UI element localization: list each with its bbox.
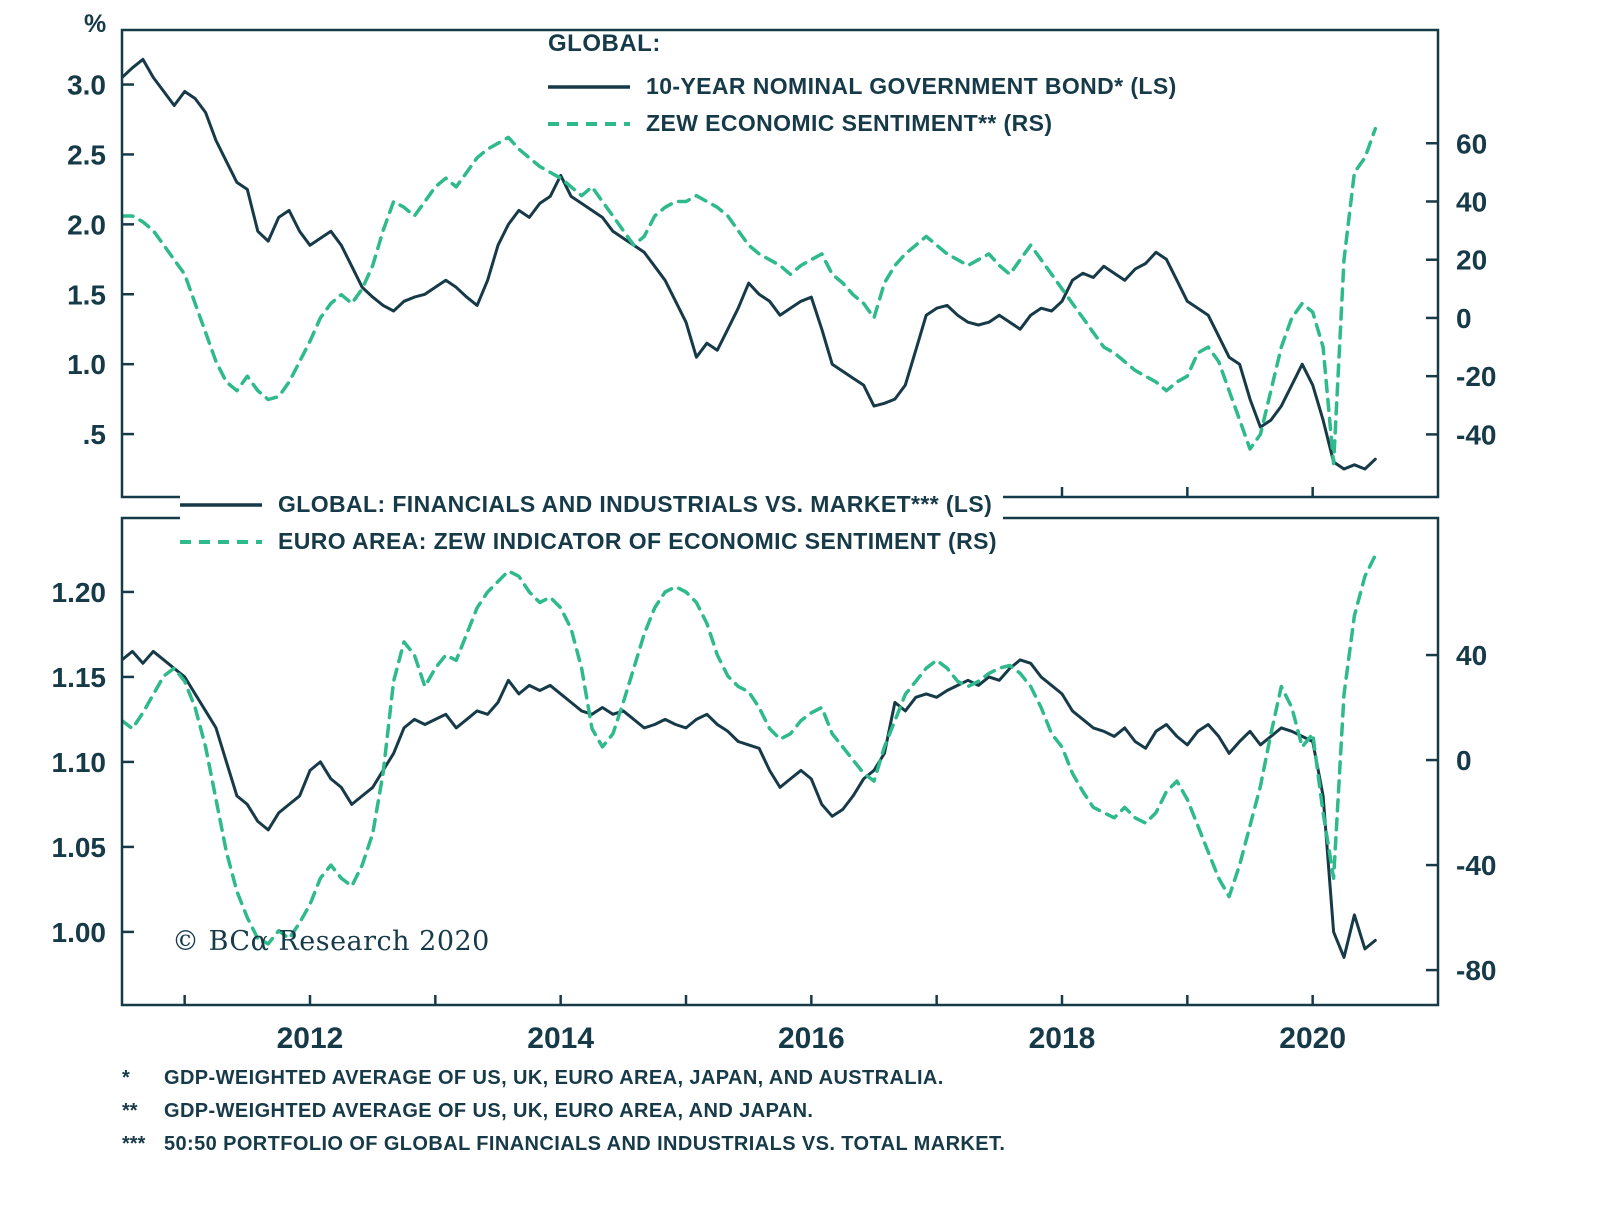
- y-tick-label-right: 0: [1456, 303, 1472, 334]
- legend-label: GLOBAL: FINANCIALS AND INDUSTRIALS VS. M…: [278, 491, 993, 517]
- footnote-marker: *: [122, 1067, 130, 1089]
- footnote-text: GDP-WEIGHTED AVERAGE OF US, UK, EURO ARE…: [164, 1100, 814, 1122]
- legend-item-zew: ZEW ECONOMIC SENTIMENT** (RS): [548, 105, 1183, 142]
- y-tick-label-right: 20: [1456, 245, 1487, 276]
- y-tick-label-left: 1.5: [67, 279, 106, 310]
- y-tick-label-left: 1.0: [67, 349, 106, 380]
- footnote-text: GDP-WEIGHTED AVERAGE OF US, UK, EURO ARE…: [164, 1067, 944, 1089]
- y-tick-label-right: 60: [1456, 128, 1487, 159]
- footnote: *** 50:50 PORTFOLIO OF GLOBAL FINANCIALS…: [122, 1128, 1005, 1161]
- x-axis-label: 2016: [778, 1022, 845, 1055]
- chart-line-top-solid: [122, 57, 1377, 471]
- y-tick-label-left: 1.10: [52, 747, 107, 778]
- y-tick-label-right: -80: [1456, 955, 1496, 986]
- footnote-marker: **: [122, 1100, 138, 1122]
- footnote-text: 50:50 PORTFOLIO OF GLOBAL FINANCIALS AND…: [164, 1133, 1006, 1155]
- y-tick-label-left: 1.20: [52, 577, 107, 608]
- y-tick-label-right: -40: [1456, 850, 1496, 881]
- legend-title: GLOBAL:: [548, 30, 661, 57]
- x-axis-label: 2014: [527, 1022, 594, 1055]
- dashed-line-sample-icon: [548, 121, 630, 126]
- x-axis-label: 2012: [277, 1022, 344, 1055]
- y-tick-label-right: -40: [1456, 419, 1496, 450]
- y-tick-label-right: 40: [1456, 640, 1487, 671]
- y-tick-label-left: 2.5: [67, 139, 106, 170]
- solid-line-sample-icon: [548, 84, 630, 89]
- y-tick-label-left: 2.0: [67, 209, 106, 240]
- y-tick-label-left: 1.00: [52, 917, 107, 948]
- legend-bottom-panel: GLOBAL: FINANCIALS AND INDUSTRIALS VS. M…: [180, 486, 1003, 560]
- legend-top-panel: GLOBAL: 10-YEAR NOMINAL GOVERNMENT BOND*…: [548, 30, 1183, 142]
- footnote-marker: ***: [122, 1133, 146, 1155]
- y-tick-label-left: 3.0: [67, 70, 106, 101]
- legend-item-bond: 10-YEAR NOMINAL GOVERNMENT BOND* (LS): [548, 68, 1183, 105]
- y-axis-unit-label: %: [84, 10, 107, 38]
- copyright-notice: © BCα Research 2020: [172, 926, 490, 957]
- footnote: ** GDP-WEIGHTED AVERAGE OF US, UK, EURO …: [122, 1095, 1005, 1128]
- chart-line-bottom-solid: [122, 649, 1377, 959]
- y-tick-label-right: -20: [1456, 361, 1496, 392]
- footnote: * GDP-WEIGHTED AVERAGE OF US, UK, EURO A…: [122, 1062, 1005, 1095]
- legend-label: 10-YEAR NOMINAL GOVERNMENT BOND* (LS): [646, 73, 1177, 99]
- footnotes: * GDP-WEIGHTED AVERAGE OF US, UK, EURO A…: [122, 1062, 1005, 1161]
- y-tick-label-right: 40: [1456, 186, 1487, 217]
- chart-line-top-dashed: [122, 126, 1378, 466]
- y-tick-label-right: 0: [1456, 745, 1472, 776]
- legend-label: EURO AREA: ZEW INDICATOR OF ECONOMIC SEN…: [278, 528, 997, 554]
- dashed-line-sample-icon: [180, 539, 262, 544]
- y-tick-label-left: 1.05: [52, 832, 107, 863]
- chart-line-bottom-dashed: [122, 553, 1378, 946]
- x-axis-label: 2020: [1279, 1022, 1346, 1055]
- legend-label: ZEW ECONOMIC SENTIMENT** (RS): [646, 110, 1053, 136]
- x-axis-label: 2018: [1029, 1022, 1096, 1055]
- y-tick-label-left: .5: [83, 419, 106, 450]
- legend-item-euro-zew: EURO AREA: ZEW INDICATOR OF ECONOMIC SEN…: [180, 523, 1003, 560]
- legend-item-financials: GLOBAL: FINANCIALS AND INDUSTRIALS VS. M…: [180, 486, 1003, 523]
- solid-line-sample-icon: [180, 502, 262, 507]
- y-tick-label-left: 1.15: [52, 662, 107, 693]
